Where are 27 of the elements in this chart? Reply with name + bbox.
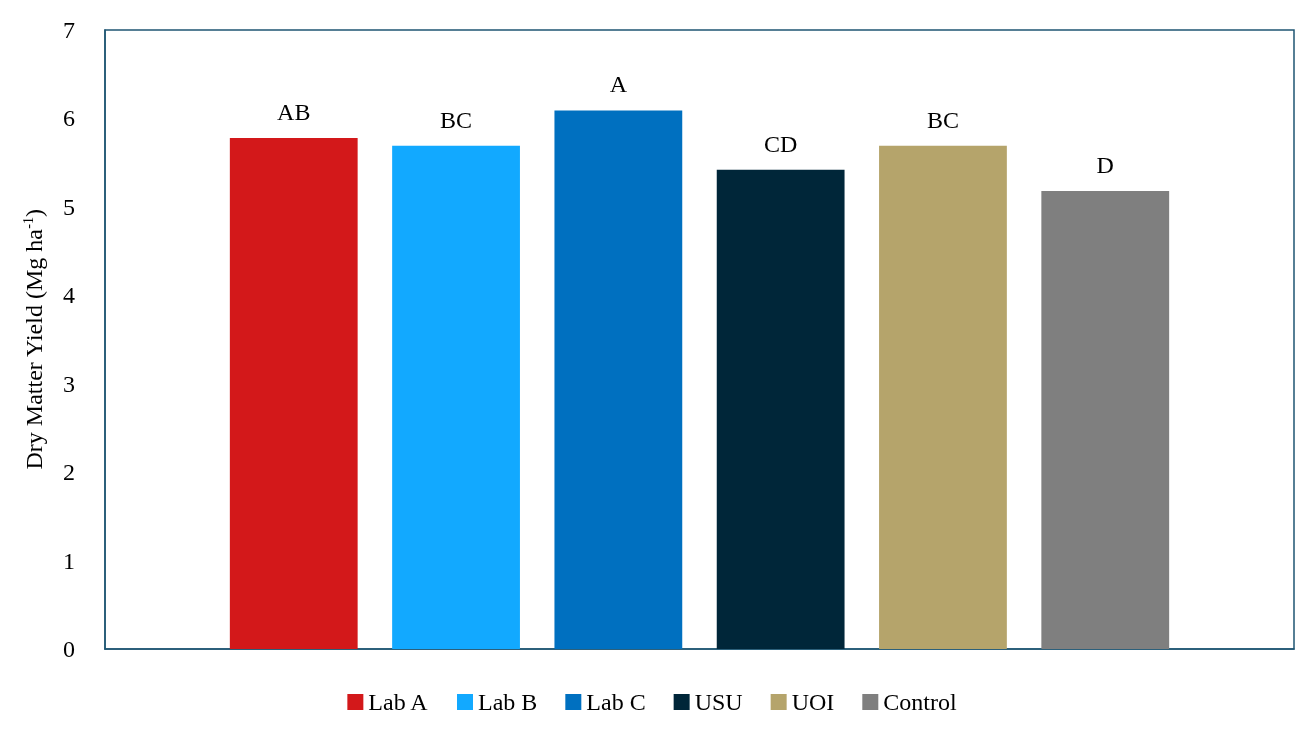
y-tick-label: 5 <box>63 193 75 220</box>
bar <box>229 137 358 649</box>
y-tick-label: 6 <box>63 105 75 132</box>
y-axis-title: Dry Matter Yield (Mg ha-1) <box>20 209 47 470</box>
data-label: BC <box>440 106 473 133</box>
y-tick-label: 4 <box>63 282 75 309</box>
y-tick-label: 3 <box>63 370 75 397</box>
legend-label: Lab B <box>478 689 538 715</box>
legend-label: UOI <box>791 689 835 715</box>
bar <box>716 169 845 649</box>
bar <box>1041 190 1170 649</box>
data-label: D <box>1096 151 1114 178</box>
legend-label: Control <box>883 689 957 715</box>
legend-label: USU <box>694 689 743 715</box>
bar <box>879 145 1007 649</box>
y-tick-label: 7 <box>63 17 75 43</box>
data-label: BC <box>926 106 959 133</box>
legend-label: Lab C <box>586 689 646 715</box>
bar <box>392 145 520 649</box>
y-tick-label: 1 <box>63 547 75 574</box>
y-tick-label: 2 <box>63 459 75 486</box>
legend-label: Lab A <box>368 689 429 715</box>
y-tick-label: 0 <box>63 636 75 662</box>
data-label: A <box>609 71 628 98</box>
data-label: AB <box>277 98 311 125</box>
bar <box>554 110 683 649</box>
data-label: CD <box>763 130 798 157</box>
